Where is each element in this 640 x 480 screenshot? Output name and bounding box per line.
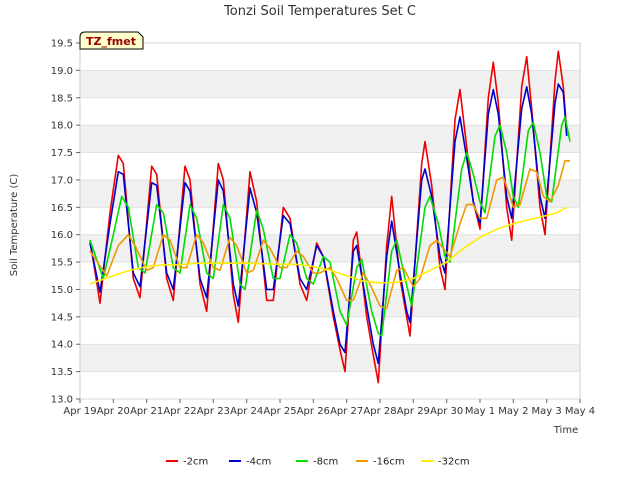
x-tick-label: May 2 xyxy=(498,406,528,417)
y-tick-label: 14.0 xyxy=(51,340,73,351)
y-tick-label: 14.5 xyxy=(51,312,73,323)
series-line-16cm xyxy=(89,160,570,310)
x-tick-label: Apr 22 xyxy=(163,406,196,417)
x-tick-label: Apr 30 xyxy=(430,406,463,417)
series-line-32cm xyxy=(89,206,568,285)
legend-label: -2cm xyxy=(183,457,208,468)
x-tick-label: May 3 xyxy=(532,406,562,417)
x-tick-label: Apr 24 xyxy=(230,406,263,417)
badge-label: TZ_fmet xyxy=(86,35,136,48)
x-axis-label: Time xyxy=(553,425,578,436)
y-tick-label: 15.5 xyxy=(51,258,73,269)
x-tick-label: May 1 xyxy=(465,406,495,417)
y-tick-label: 18.5 xyxy=(51,93,73,104)
chart-title: Tonzi Soil Temperatures Set C xyxy=(223,4,416,19)
x-axis-ticks: Apr 19 Apr 20 Apr 21 Apr 22 Apr 23 Apr 24 Apr … xyxy=(63,399,595,417)
y-tick-label: 19.0 xyxy=(51,66,73,77)
y-axis-label: Soil Temperature (C) xyxy=(9,174,20,277)
y-tick-label: 19.5 xyxy=(51,39,73,50)
x-tick-label: Apr 27 xyxy=(330,406,363,417)
legend-label: -8cm xyxy=(313,457,338,468)
x-tick-label: Apr 28 xyxy=(363,406,396,417)
legend-label: -32cm xyxy=(438,457,470,468)
plot-background-bands xyxy=(80,43,580,399)
x-tick-label: May 4 xyxy=(565,406,595,417)
station-badge: TZ_fmet xyxy=(79,31,144,50)
legend-label: -4cm xyxy=(246,457,271,468)
y-tick-label: 15.0 xyxy=(51,285,73,296)
legend-label: -16cm xyxy=(373,457,405,468)
y-axis-ticks: 13.0 13.5 14.0 14.5 15.0 15.5 16.0 16.5 17.0 17.5… xyxy=(51,39,80,406)
series-line-8cm xyxy=(89,116,571,337)
x-tick-label: Apr 20 xyxy=(97,406,130,417)
x-tick-label: Apr 26 xyxy=(297,406,330,417)
series-line-4cm xyxy=(89,83,568,365)
y-tick-label: 13.0 xyxy=(51,395,73,406)
gridlines xyxy=(80,42,580,400)
badge-shape xyxy=(79,31,144,50)
plot-band xyxy=(80,125,580,153)
y-tick-label: 17.0 xyxy=(51,175,73,186)
x-tick-label: Apr 19 xyxy=(63,406,96,417)
y-tick-label: 18.0 xyxy=(51,121,73,132)
y-tick-label: 13.5 xyxy=(51,367,73,378)
plot-band xyxy=(80,344,580,372)
x-tick-label: Apr 23 xyxy=(197,406,230,417)
plot-band xyxy=(80,179,580,208)
y-tick-label: 16.0 xyxy=(51,230,73,241)
x-tick-label: Apr 21 xyxy=(130,406,163,417)
x-tick-label: Apr 25 xyxy=(263,406,296,417)
y-tick-label: 17.5 xyxy=(51,148,73,159)
plot-band xyxy=(80,70,580,98)
plot-band xyxy=(80,234,580,263)
y-tick-label: 16.5 xyxy=(51,203,73,214)
series-lines xyxy=(89,50,571,384)
x-tick-label: Apr 29 xyxy=(397,406,430,417)
legend: -2cm -4cm -8cm -16cm -32cm xyxy=(166,457,470,468)
